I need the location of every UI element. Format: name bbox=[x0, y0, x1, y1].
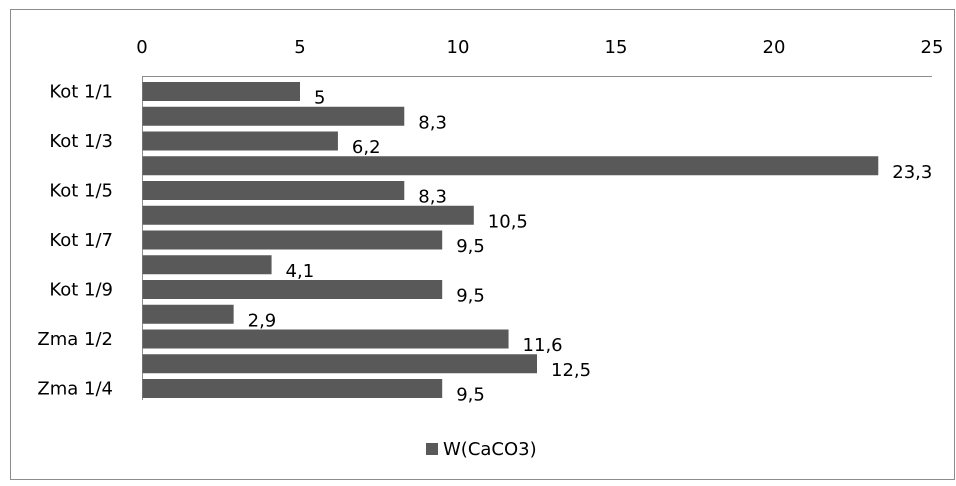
bar bbox=[142, 329, 509, 349]
bar-value-label: 9,5 bbox=[456, 236, 485, 257]
bar-value-label: 6,2 bbox=[352, 137, 381, 158]
bar bbox=[142, 354, 537, 374]
category-label: Zma 1/4 bbox=[37, 379, 113, 400]
category-labels: Kot 1/1 Kot 1/3 Kot 1/5 Kot 1/7 Kot 1/9 Zma 1… bbox=[37, 82, 113, 400]
bar bbox=[142, 82, 300, 101]
legend: W(CaCO3) bbox=[426, 439, 537, 460]
x-tick-label: 25 bbox=[921, 37, 944, 58]
x-tick-labels: 0 5 10 15 20 25 bbox=[136, 37, 943, 58]
category-label: Kot 1/7 bbox=[49, 230, 113, 251]
bar bbox=[142, 106, 405, 126]
category-label: Kot 1/1 bbox=[49, 82, 113, 103]
bar bbox=[142, 230, 443, 250]
x-tick-label: 5 bbox=[294, 37, 305, 58]
bar-value-label: 12,5 bbox=[551, 360, 591, 381]
category-label: Kot 1/5 bbox=[49, 181, 113, 202]
bars bbox=[142, 82, 879, 398]
bar-value-label: 9,5 bbox=[456, 286, 485, 307]
bar-value-label: 11,6 bbox=[523, 335, 563, 356]
bar bbox=[142, 280, 443, 299]
x-tick-label: 10 bbox=[447, 37, 470, 58]
legend-label: W(CaCO3) bbox=[443, 439, 537, 460]
bar-value-label: 10,5 bbox=[488, 211, 528, 232]
bar bbox=[142, 205, 474, 225]
bar-value-label: 8,3 bbox=[418, 112, 447, 133]
category-label: Kot 1/3 bbox=[49, 131, 113, 152]
category-label: Zma 1/2 bbox=[37, 329, 113, 350]
legend-swatch bbox=[426, 443, 438, 455]
x-tick-label: 15 bbox=[605, 37, 628, 58]
bar bbox=[142, 181, 405, 200]
bar-value-label: 5 bbox=[314, 88, 325, 109]
bar-value-label: 23,3 bbox=[892, 162, 932, 183]
bar-value-label: 4,1 bbox=[286, 261, 315, 282]
category-label: Kot 1/9 bbox=[49, 280, 113, 301]
x-tick-label: 0 bbox=[136, 37, 147, 58]
value-labels: 58,36,223,38,310,59,54,19,52,911,612,59,… bbox=[248, 88, 933, 406]
bar bbox=[142, 156, 879, 176]
bar bbox=[142, 379, 443, 398]
bar bbox=[142, 131, 338, 151]
bar bbox=[142, 304, 234, 324]
x-tick-label: 20 bbox=[763, 37, 786, 58]
bar-value-label: 2,9 bbox=[248, 310, 277, 331]
bar bbox=[142, 255, 272, 275]
bar-value-label: 9,5 bbox=[456, 385, 485, 406]
bar-value-label: 8,3 bbox=[418, 187, 447, 208]
